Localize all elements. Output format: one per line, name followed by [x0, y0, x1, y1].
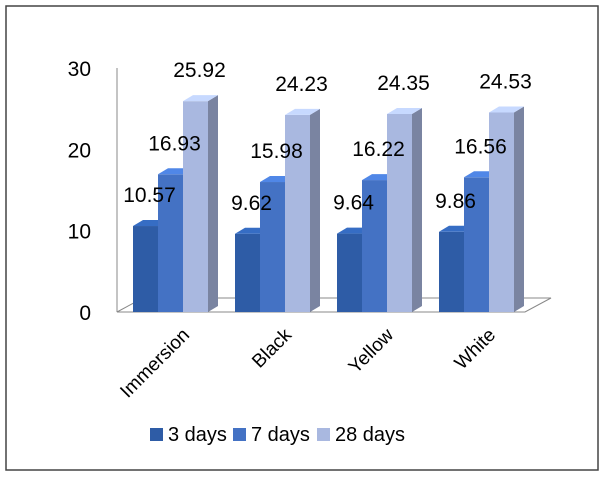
bar-front	[133, 226, 158, 312]
bar-side	[208, 95, 218, 313]
bar-front	[158, 174, 183, 312]
legend-swatch	[233, 428, 246, 441]
y-ticks: 0 10 20 30	[68, 58, 91, 325]
data-label: 16.22	[352, 138, 405, 161]
bar-side	[514, 106, 524, 312]
bar-front	[337, 233, 362, 312]
data-label: 25.92	[173, 59, 226, 82]
bar	[183, 95, 218, 313]
legend-swatch	[317, 428, 330, 441]
legend-label: 28 days	[335, 424, 405, 446]
legend-label: 7 days	[251, 424, 310, 446]
bar	[285, 108, 320, 312]
bar	[387, 107, 422, 312]
legend-label: 3 days	[168, 424, 227, 446]
legend-item: 3 days	[150, 424, 227, 446]
data-label: 16.93	[148, 132, 201, 155]
bar-front	[439, 231, 464, 312]
legend-item: 28 days	[317, 424, 405, 446]
data-labels: 10.57 16.93 25.92 9.62 15.98 24.23 9.64 16.22 24…	[123, 59, 532, 215]
bar-top	[285, 108, 320, 115]
y-tick-label: 0	[79, 302, 91, 325]
bar-front	[464, 177, 489, 312]
bar-side	[310, 108, 320, 312]
bar-side	[412, 107, 422, 312]
bar-front	[235, 233, 260, 312]
y-tick-label: 30	[68, 58, 91, 81]
bar-front	[362, 180, 387, 312]
data-label: 9.64	[333, 192, 374, 215]
data-label: 9.62	[231, 192, 272, 215]
bars	[133, 95, 524, 313]
bar-top	[387, 107, 422, 114]
bar-top	[489, 106, 524, 113]
data-label: 16.56	[454, 135, 507, 158]
bar-front	[387, 113, 412, 312]
bar-front	[260, 182, 285, 312]
data-label: 24.35	[377, 72, 430, 95]
bar-front	[183, 101, 208, 313]
bar-top	[183, 95, 218, 102]
data-label: 24.23	[275, 73, 328, 96]
data-label: 10.57	[123, 184, 176, 207]
legend: 3 days 7 days 28 days	[150, 424, 405, 446]
y-tick-label: 10	[68, 221, 91, 244]
bar	[489, 106, 524, 312]
bar-front	[489, 112, 514, 312]
data-label: 24.53	[479, 70, 532, 93]
y-tick-label: 20	[68, 139, 91, 162]
bar-front	[285, 114, 310, 312]
data-label: 9.86	[435, 190, 476, 213]
legend-swatch	[150, 428, 163, 441]
legend-item: 7 days	[233, 424, 310, 446]
data-label: 15.98	[250, 140, 303, 163]
